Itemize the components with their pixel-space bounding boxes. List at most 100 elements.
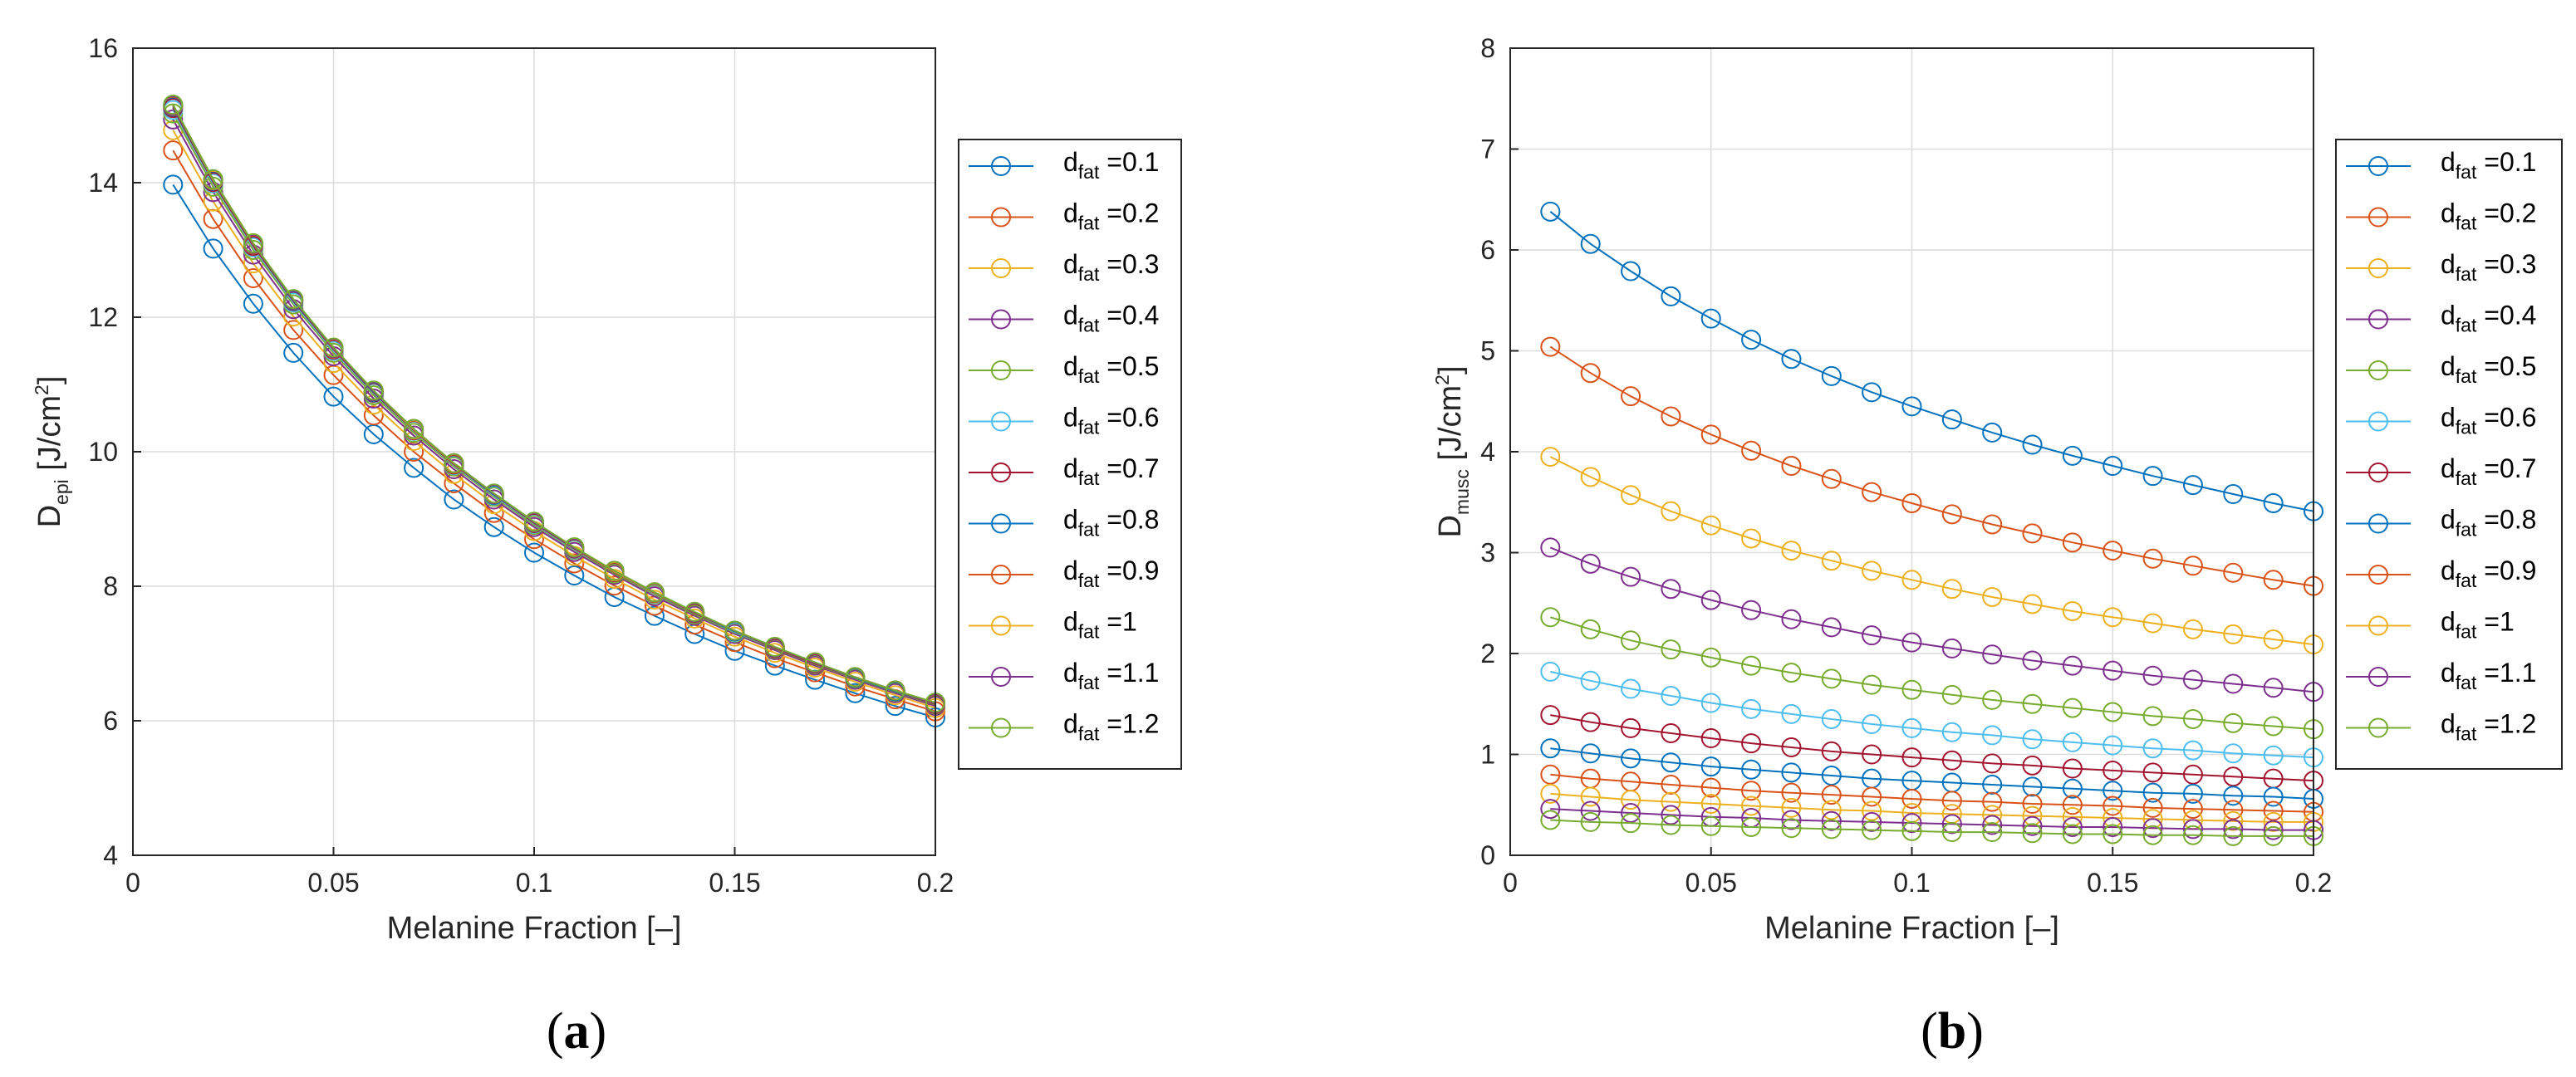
panel-a-series-10 <box>163 95 945 713</box>
data-point <box>1862 800 1882 821</box>
data-point <box>805 652 826 673</box>
data-point <box>2062 824 2083 844</box>
legend-marker <box>991 258 1011 278</box>
data-point <box>1741 330 1762 350</box>
data-point <box>1661 286 1681 306</box>
panel-a-xlabel: Melanine Fraction [–] <box>387 911 682 946</box>
panel-a-ytick-label: 10 <box>88 437 118 467</box>
legend-item: dfat =0.4 <box>969 301 1159 336</box>
data-point <box>1862 625 1882 646</box>
data-point <box>1781 663 1802 683</box>
legend-item: dfat =0.8 <box>2346 505 2536 541</box>
panel-a-xtick-label: 0.05 <box>307 868 359 898</box>
panel-b: 0 0.05 0.1 0.15 0.2 0 1 2 3 4 5 6 7 8 Melanine Fract… <box>1431 33 2563 1060</box>
data-point <box>2142 825 2163 845</box>
legend-item: dfat =0.8 <box>969 505 1159 541</box>
legend-label: dfat =0.4 <box>2441 301 2536 336</box>
data-point <box>1821 551 1842 571</box>
legend-marker <box>2368 309 2388 330</box>
data-point <box>323 337 344 358</box>
legend-item: dfat =0.2 <box>969 198 1159 234</box>
data-point <box>1821 766 1842 786</box>
series-line <box>1550 792 2313 823</box>
data-point <box>163 140 184 161</box>
data-point <box>604 561 625 581</box>
panel-a-ytick-label: 6 <box>103 706 118 736</box>
data-point <box>2182 783 2203 804</box>
panel-b-series-2 <box>1540 336 2323 596</box>
data-point <box>2103 541 2123 561</box>
data-point <box>1700 815 1721 836</box>
data-point <box>644 605 665 626</box>
data-point <box>243 268 263 289</box>
panel-a-series-8 <box>163 96 945 713</box>
data-point <box>2182 556 2203 576</box>
panel-b-ytick-label: 7 <box>1480 135 1495 164</box>
data-point <box>1661 805 1681 825</box>
data-point <box>2223 825 2244 846</box>
data-point <box>2263 811 2284 832</box>
legend-label: dfat =0.7 <box>1063 453 1159 489</box>
data-point <box>2062 600 2083 621</box>
data-point <box>163 174 184 195</box>
data-point <box>1781 541 1802 561</box>
data-point <box>2103 456 2123 477</box>
data-point <box>444 489 464 510</box>
data-point <box>845 683 866 703</box>
data-point <box>323 386 344 407</box>
panel-b-caption-label: b <box>1938 1003 1966 1060</box>
data-point <box>1781 703 1802 724</box>
legend-item: dfat =0.5 <box>969 351 1159 387</box>
legend-label: dfat =0.5 <box>1063 351 1159 387</box>
data-point <box>1580 712 1601 732</box>
panel-b-grid <box>1509 47 2314 856</box>
series-line <box>1550 714 2314 782</box>
panel-b-xlabel: Melanine Fraction [–] <box>1764 911 2059 946</box>
data-point <box>1982 422 2003 443</box>
data-point <box>1661 722 1681 743</box>
legend-item: dfat =0.6 <box>2346 403 2536 438</box>
legend-label: dfat =1.1 <box>2441 658 2536 693</box>
series-line <box>172 105 936 704</box>
data-point <box>1621 802 1641 823</box>
data-point <box>2103 824 2123 844</box>
data-point <box>2022 755 2043 776</box>
data-point <box>2022 434 2043 455</box>
legend-marker <box>2368 411 2388 432</box>
data-point <box>1982 791 2003 812</box>
data-point <box>243 233 263 253</box>
data-point <box>1580 786 1601 807</box>
data-point <box>1540 661 1561 682</box>
data-point <box>644 582 665 603</box>
legend-label: dfat =0.8 <box>2441 505 2536 541</box>
legend-marker <box>991 207 1011 228</box>
data-point <box>1741 759 1762 780</box>
data-point <box>2182 740 2203 761</box>
data-point <box>2062 758 2083 779</box>
data-point <box>283 289 304 310</box>
data-point <box>1621 748 1641 769</box>
data-point <box>2062 445 2083 466</box>
legend-label: dfat =0.1 <box>1063 147 1159 183</box>
data-point <box>1781 818 1802 839</box>
data-point <box>1700 590 1721 610</box>
legend-marker <box>991 156 1011 176</box>
legend-box <box>958 139 1182 770</box>
data-point <box>2142 548 2163 569</box>
data-point <box>2022 823 2043 844</box>
legend-marker <box>991 667 1011 687</box>
data-point <box>1982 805 2003 825</box>
legend-marker <box>991 411 1011 432</box>
data-point <box>1941 822 1962 843</box>
data-point <box>2223 712 2244 733</box>
panel-a-xtick-label: 0.2 <box>917 868 954 898</box>
panel-a-xtick-label: 0.1 <box>516 868 552 898</box>
legend-item: dfat =0.3 <box>2346 249 2536 285</box>
series-line <box>1549 456 2314 646</box>
legend-label: dfat =0.8 <box>1063 505 1159 541</box>
data-point <box>2022 805 2043 826</box>
legend-label: dfat =0.3 <box>2441 249 2536 285</box>
panel-a-legend: dfat =0.1 dfat =0.2 dfat =0.3 dfat =0.4 dfat… <box>958 139 1182 770</box>
panel-a-series-11 <box>163 95 945 713</box>
legend-item: dfat =0.7 <box>969 453 1159 489</box>
